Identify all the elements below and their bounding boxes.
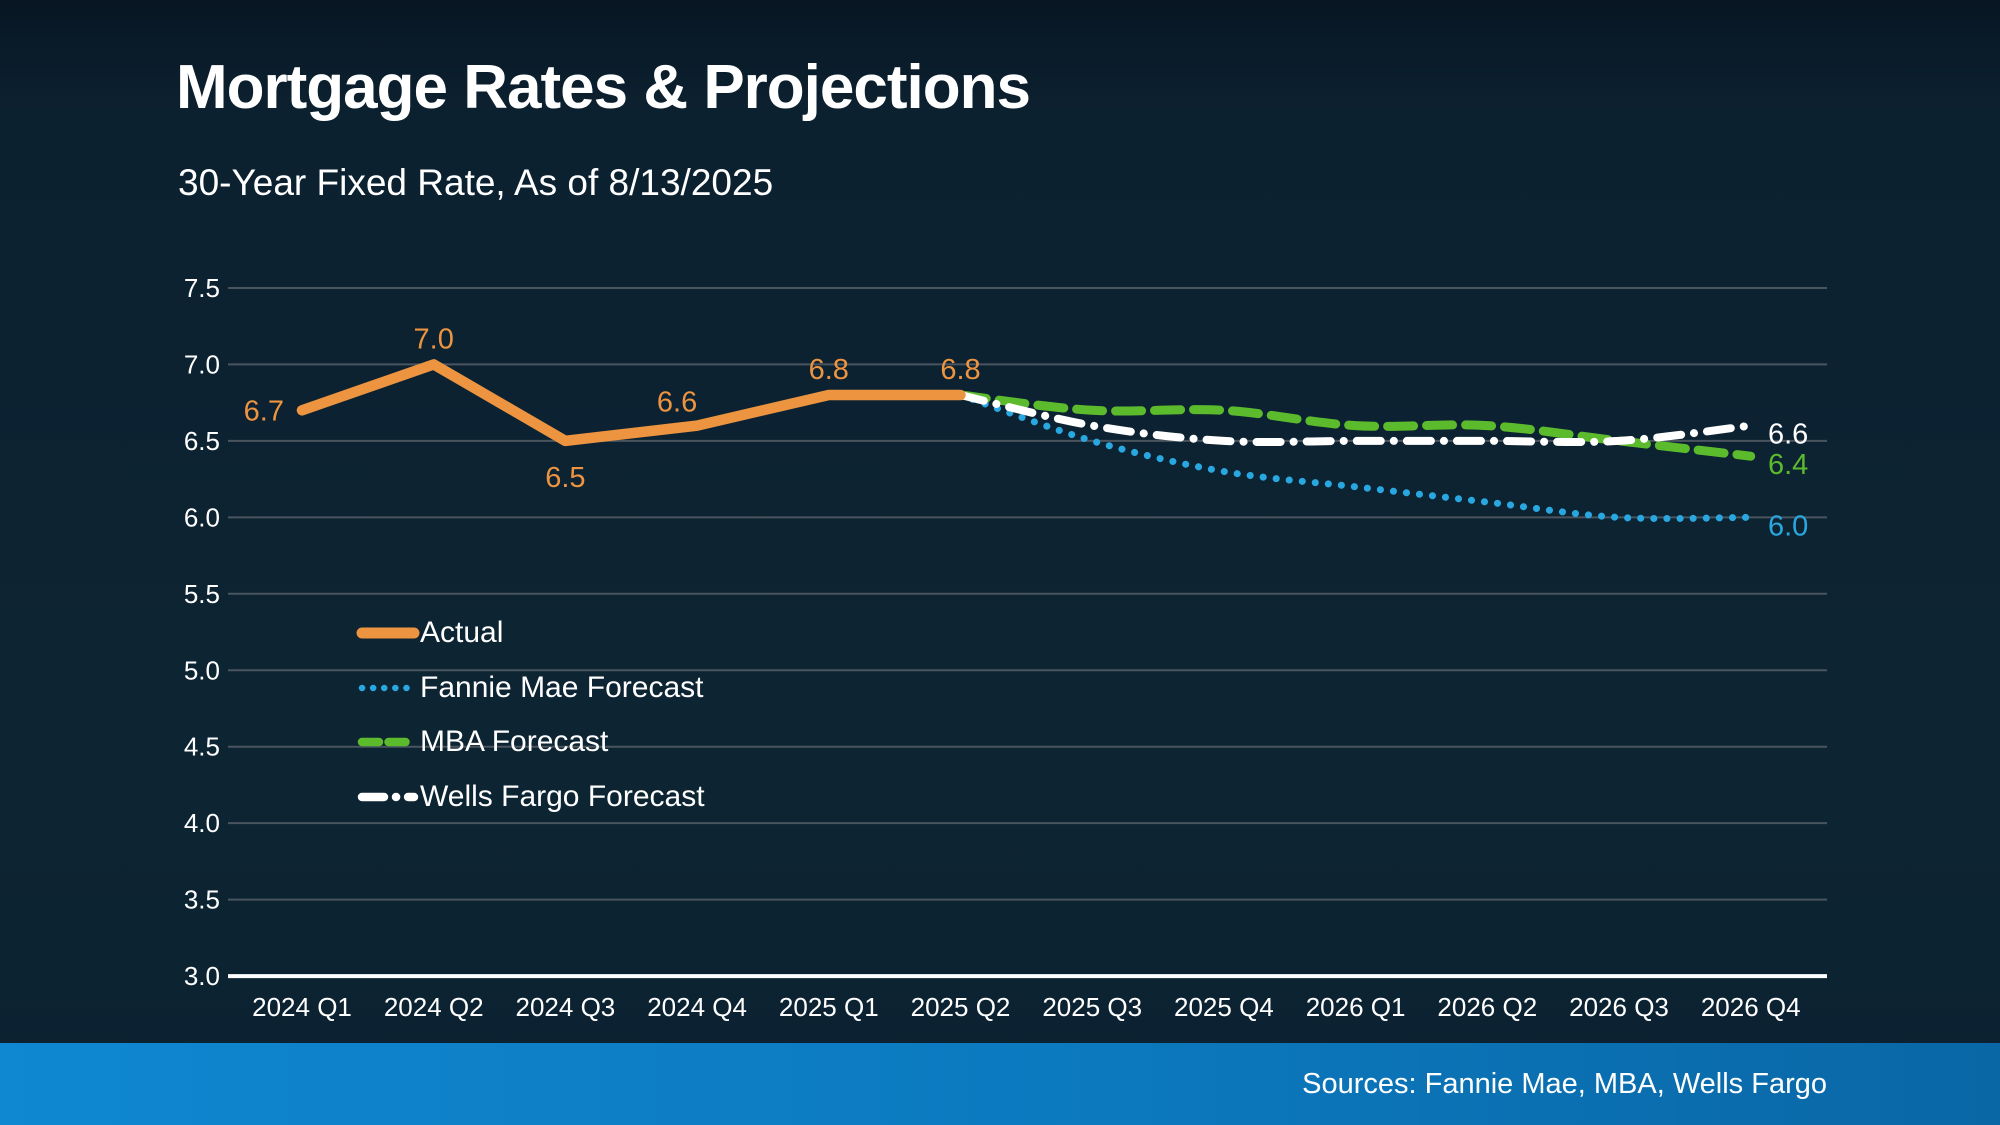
data-point-label: 6.8 bbox=[809, 354, 849, 386]
legend-line-swatch-dashdot bbox=[357, 792, 419, 801]
legend-label: Fannie Mae Forecast bbox=[420, 670, 704, 704]
series-line-fannie-mae-forecast bbox=[957, 391, 1755, 523]
x-tick-label: 2025 Q4 bbox=[1174, 992, 1274, 1022]
y-tick-label: 6.5 bbox=[184, 426, 220, 456]
x-tick-label: 2024 Q3 bbox=[516, 992, 616, 1022]
series-end-label-wells-fargo-forecast: 6.6 bbox=[1768, 419, 1808, 451]
x-tick-label: 2025 Q3 bbox=[1042, 992, 1142, 1022]
x-tick-label: 2025 Q2 bbox=[911, 992, 1011, 1022]
y-tick-label: 3.0 bbox=[184, 961, 220, 991]
series-end-label-mba-forecast: 6.4 bbox=[1768, 449, 1808, 481]
x-tick-label: 2026 Q4 bbox=[1701, 992, 1801, 1022]
y-tick-label: 4.5 bbox=[184, 732, 220, 762]
x-tick-label: 2026 Q1 bbox=[1306, 992, 1406, 1022]
x-tick-label: 2024 Q2 bbox=[384, 992, 484, 1022]
x-tick-label: 2026 Q3 bbox=[1569, 992, 1669, 1022]
series-end-label-fannie-mae-forecast: 6.0 bbox=[1768, 510, 1808, 542]
data-point-label: 6.5 bbox=[545, 462, 585, 494]
y-tick-label: 5.5 bbox=[184, 579, 220, 609]
legend-label: Actual bbox=[420, 616, 504, 650]
x-tick-label: 2025 Q1 bbox=[779, 992, 879, 1022]
legend-item-fannie-mae-forecast: Fannie Mae Forecast bbox=[356, 661, 705, 716]
x-tick-label: 2024 Q1 bbox=[252, 992, 352, 1022]
x-tick-label: 2024 Q4 bbox=[647, 992, 747, 1022]
chart-legend: Actual Fannie Mae Forecast MBA Forecast Wel… bbox=[356, 606, 705, 824]
data-point-label: 6.8 bbox=[940, 354, 980, 386]
legend-label: Wells Fargo Forecast bbox=[420, 779, 705, 813]
y-tick-label: 3.5 bbox=[184, 885, 220, 915]
legend-line-swatch-solid bbox=[356, 627, 420, 639]
legend-item-wells-fargo-forecast: Wells Fargo Forecast bbox=[356, 770, 705, 825]
legend-item-actual: Actual bbox=[356, 606, 705, 661]
data-point-label: 6.7 bbox=[244, 395, 284, 427]
y-tick-label: 4.0 bbox=[184, 808, 220, 838]
legend-line-swatch-dotted bbox=[358, 684, 418, 691]
legend-label: MBA Forecast bbox=[420, 725, 609, 759]
data-point-label: 6.6 bbox=[657, 387, 697, 419]
y-tick-label: 6.0 bbox=[184, 502, 220, 532]
legend-item-mba-forecast: MBA Forecast bbox=[356, 715, 705, 770]
data-point-label: 7.0 bbox=[414, 323, 454, 355]
y-tick-label: 7.5 bbox=[184, 273, 220, 303]
footer-bar: Sources: Fannie Mae, MBA, Wells Fargo bbox=[0, 1043, 2000, 1125]
series-line-actual bbox=[296, 359, 966, 447]
page-subtitle: 30-Year Fixed Rate, As of 8/13/2025 bbox=[178, 162, 774, 203]
x-tick-label: 2026 Q2 bbox=[1437, 992, 1537, 1022]
legend-line-swatch-dashed bbox=[357, 738, 419, 747]
series-line-wells-fargo-forecast bbox=[956, 391, 1755, 447]
page-title: Mortgage Rates & Projections bbox=[176, 53, 1031, 122]
sources-text: Sources: Fannie Mae, MBA, Wells Fargo bbox=[1302, 1067, 1827, 1100]
y-tick-label: 5.0 bbox=[184, 655, 220, 685]
y-tick-label: 7.0 bbox=[184, 349, 220, 379]
